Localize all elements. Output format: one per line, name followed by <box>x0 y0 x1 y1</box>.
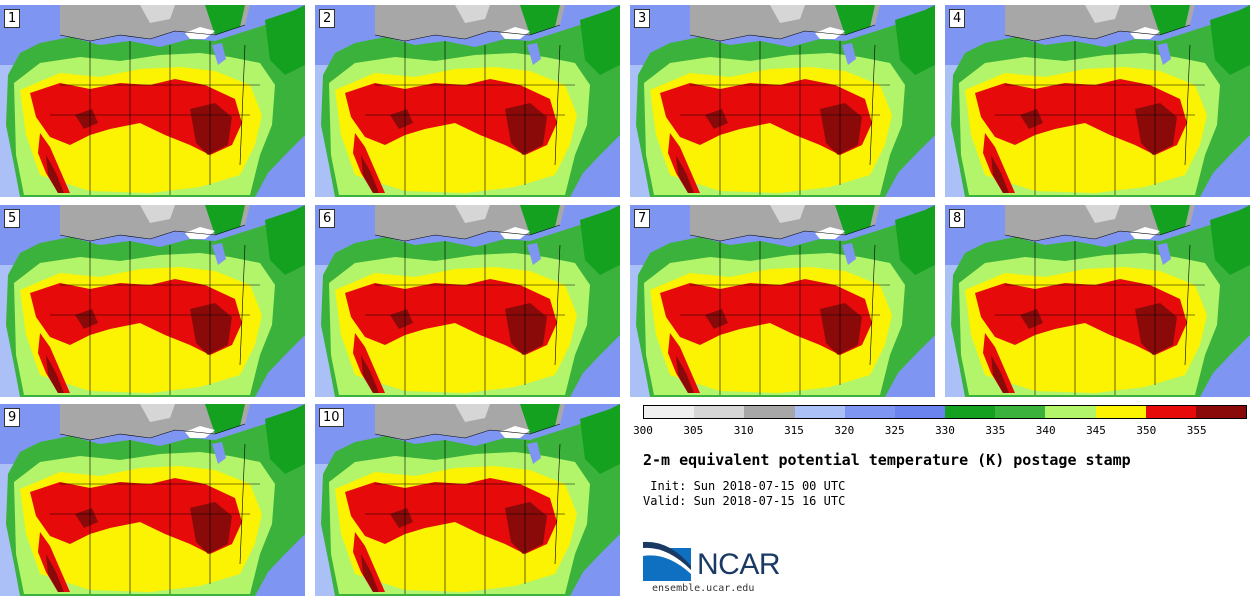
ensemble-member-map: 4 <box>945 5 1250 197</box>
ensemble-member-map: 6 <box>315 205 620 397</box>
colorbar-tick-label: 345 <box>1086 424 1106 437</box>
colorbar-tick-label: 310 <box>734 424 754 437</box>
colorbar-tick-label: 330 <box>935 424 955 437</box>
colorbar-swatch <box>845 406 895 418</box>
ensemble-member-map: 8 <box>945 205 1250 397</box>
member-number-label: 4 <box>949 9 965 28</box>
site-url: ensemble.ucar.edu <box>652 583 754 594</box>
colorbar-swatch <box>1096 406 1146 418</box>
colorbar-tick-label: 305 <box>683 424 703 437</box>
colorbar-swatch <box>945 406 995 418</box>
colorbar-tick-label: 350 <box>1136 424 1156 437</box>
colorbar-swatch <box>1196 406 1246 418</box>
colorbar-swatch <box>644 406 694 418</box>
member-number-label: 7 <box>634 209 650 228</box>
colorbar-tick-label: 300 <box>633 424 653 437</box>
ensemble-member-map: 2 <box>315 5 620 197</box>
ensemble-member-map: 1 <box>0 5 305 197</box>
colorbar-ticks: 300 305 310 315 320 325 330 335 340 345 350 355 <box>643 424 1247 438</box>
member-number-label: 8 <box>949 209 965 228</box>
colorbar <box>643 405 1247 419</box>
member-number-label: 1 <box>4 9 20 28</box>
colorbar-swatch <box>1045 406 1095 418</box>
colorbar-swatch <box>895 406 945 418</box>
colorbar-tick-label: 325 <box>885 424 905 437</box>
ensemble-member-map: 5 <box>0 205 305 397</box>
colorbar-tick-label: 335 <box>985 424 1005 437</box>
colorbar-tick-label: 340 <box>1036 424 1056 437</box>
member-number-label: 2 <box>319 9 335 28</box>
colorbar-tick-label: 355 <box>1187 424 1207 437</box>
colorbar-tick-label: 320 <box>834 424 854 437</box>
member-number-label: 9 <box>4 408 20 427</box>
colorbar-swatch <box>995 406 1045 418</box>
member-number-label: 10 <box>319 408 344 427</box>
init-time: Init: Sun 2018-07-15 00 UTC <box>643 479 845 493</box>
member-number-label: 3 <box>634 9 650 28</box>
colorbar-swatch <box>795 406 845 418</box>
colorbar-swatch <box>744 406 794 418</box>
member-number-label: 5 <box>4 209 20 228</box>
ensemble-member-map: 3 <box>630 5 935 197</box>
ensemble-member-map: 10 <box>315 404 620 596</box>
valid-time: Valid: Sun 2018-07-15 16 UTC <box>643 494 845 508</box>
member-number-label: 6 <box>319 209 335 228</box>
colorbar-tick-label: 315 <box>784 424 804 437</box>
ensemble-member-map: 7 <box>630 205 935 397</box>
colorbar-swatch <box>1146 406 1196 418</box>
colorbar-swatch <box>694 406 744 418</box>
ncar-logo-text: NCAR <box>697 550 780 580</box>
ensemble-member-map: 9 <box>0 404 305 596</box>
chart-title: 2-m equivalent potential temperature (K)… <box>643 451 1131 469</box>
